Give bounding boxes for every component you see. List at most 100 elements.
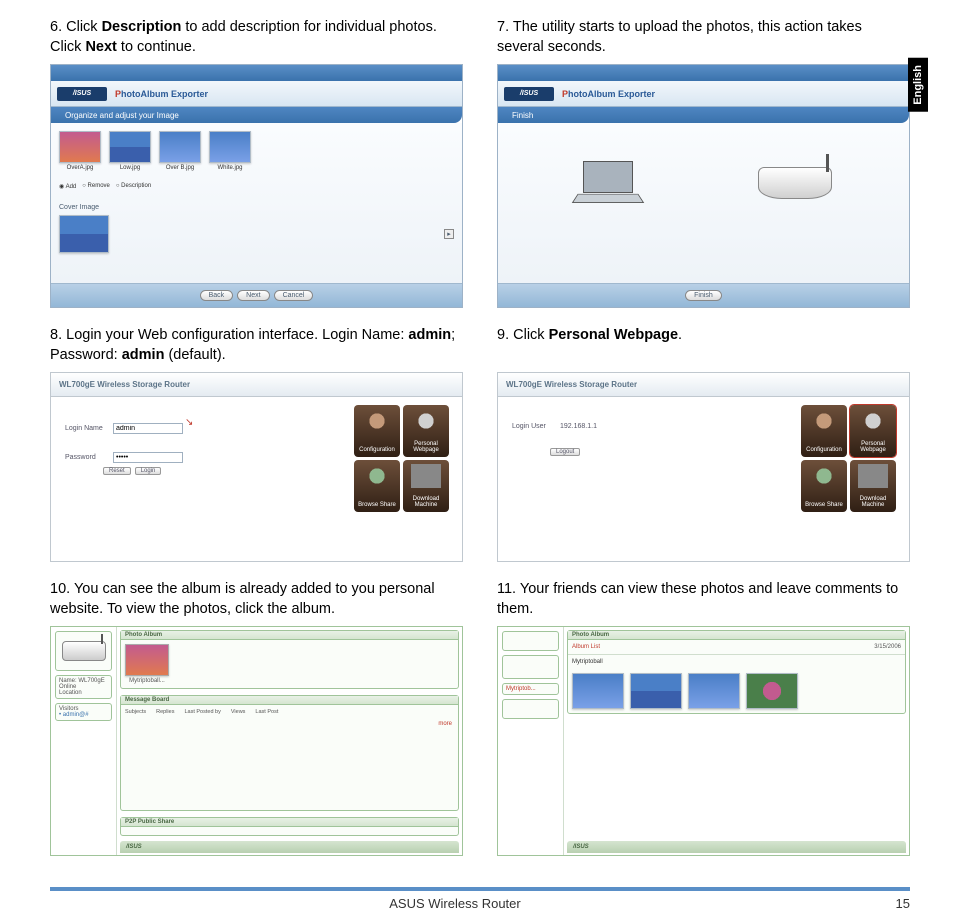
step-9-screenshot: WL700gE Wireless Storage Router Login Us… xyxy=(497,372,910,562)
login-info: Login User 192.168.1.1 Logout xyxy=(506,405,795,553)
login-form: Login Name ↘ Password Reset Login xyxy=(59,405,348,553)
share-panel: P2P Public Share xyxy=(120,817,459,836)
photo-thumb[interactable] xyxy=(746,673,798,709)
row-steps-10-11: 10. You can see the album is already add… xyxy=(50,580,910,856)
laptop-icon xyxy=(575,161,639,205)
download-icon xyxy=(858,464,888,488)
side-link[interactable]: Mytriptob... xyxy=(502,683,559,695)
ip-field: Login User 192.168.1.1 xyxy=(512,423,795,430)
side-visitors: Visitors • admin@# xyxy=(55,703,112,721)
step-11: 11. Your friends can view these photos a… xyxy=(497,580,910,856)
window-titlebar xyxy=(51,65,462,81)
side-box xyxy=(502,699,559,719)
person-icon xyxy=(858,409,888,433)
app-title: PhotoAlbum Exporter xyxy=(115,89,208,99)
album-list-bar: Album List 3/15/2006 xyxy=(568,640,905,655)
tile-browse[interactable]: Browse Share xyxy=(801,460,847,512)
nav-tiles: Configuration Personal Webpage Browse Sh… xyxy=(354,405,454,553)
pointer-icon: ↘ xyxy=(185,417,193,428)
step-10-text: 10. You can see the album is already add… xyxy=(50,580,463,620)
sidebar: Mytriptob... xyxy=(498,627,564,855)
step-6-text: 6. Click Description to add description … xyxy=(50,18,463,58)
finish-button[interactable]: Finish xyxy=(685,290,722,301)
radio-option[interactable]: ○ Remove xyxy=(82,183,110,190)
sidebar: Name: WL700gE Online Location Visitors •… xyxy=(51,627,117,855)
login-body: Login User 192.168.1.1 Logout Configurat… xyxy=(498,397,909,561)
asus-footer: /ISUS xyxy=(120,841,459,853)
tile-personal[interactable]: Personal Webpage xyxy=(403,405,449,457)
photo-thumb[interactable] xyxy=(159,131,201,163)
back-button[interactable]: Back xyxy=(200,290,234,301)
photo-thumb[interactable] xyxy=(572,673,624,709)
tile-download[interactable]: Download Machine xyxy=(403,460,449,512)
cover-label: Cover Image xyxy=(59,204,454,211)
password-input[interactable] xyxy=(113,452,183,463)
tile-config[interactable]: Configuration xyxy=(801,405,847,457)
login-button[interactable]: Login xyxy=(135,467,162,475)
subheader: Finish xyxy=(498,107,909,123)
globe-icon xyxy=(809,464,839,488)
subheader: Organize and adjust your Image xyxy=(51,107,462,123)
more-link[interactable]: more xyxy=(121,719,458,729)
page-content: 6. Click Description to add description … xyxy=(0,0,960,856)
cancel-button[interactable]: Cancel xyxy=(274,290,314,301)
photo-thumb[interactable] xyxy=(688,673,740,709)
download-icon xyxy=(411,464,441,488)
step-11-text: 11. Your friends can view these photos a… xyxy=(497,580,910,620)
radio-option[interactable]: ○ Description xyxy=(116,183,151,190)
photo-thumb[interactable] xyxy=(630,673,682,709)
login-header: WL700gE Wireless Storage Router xyxy=(51,373,462,397)
next-button[interactable]: Next xyxy=(237,290,269,301)
side-box xyxy=(502,631,559,651)
router-image-box xyxy=(55,631,112,671)
login-name-input[interactable] xyxy=(113,423,183,434)
login-name-field: Login Name ↘ xyxy=(65,423,348,434)
button-row: Finish xyxy=(498,283,909,307)
login-buttons: Reset Login xyxy=(103,467,348,475)
tile-download[interactable]: Download Machine xyxy=(850,460,896,512)
gear-icon xyxy=(809,409,839,433)
photo-album-panel: Photo Album Album List 3/15/2006 Mytript… xyxy=(567,630,906,714)
login-header: WL700gE Wireless Storage Router xyxy=(498,373,909,397)
step-7: 7. The utility starts to upload the phot… xyxy=(497,18,910,308)
footer-rule xyxy=(50,887,910,891)
button-row: Back Next Cancel xyxy=(51,283,462,307)
step-8: 8. Login your Web configuration interfac… xyxy=(50,326,463,562)
cover-thumb[interactable] xyxy=(59,215,109,253)
tile-personal[interactable]: Personal Webpage xyxy=(850,405,896,457)
step-8-text: 8. Login your Web configuration interfac… xyxy=(50,326,463,366)
photo-thumb[interactable] xyxy=(209,131,251,163)
side-box xyxy=(502,655,559,679)
app-body: OverA.jpg Low.jpg Over B.jpg White.jpg ◉… xyxy=(51,123,462,283)
photo-thumb[interactable] xyxy=(59,131,101,163)
asus-footer: /ISUS xyxy=(567,841,906,853)
asus-logo: /ISUS xyxy=(57,87,107,101)
album-thumb[interactable]: Mytriptoball... xyxy=(125,644,169,684)
person-icon xyxy=(411,409,441,433)
album-cover xyxy=(125,644,169,676)
row-steps-8-9: 8. Login your Web configuration interfac… xyxy=(50,326,910,562)
logout-btn-row: Logout xyxy=(550,448,795,456)
album-name: Mytriptoball xyxy=(568,655,905,669)
tile-config[interactable]: Configuration xyxy=(354,405,400,457)
asus-logo: /ISUS xyxy=(504,87,554,101)
thumbnail-row: OverA.jpg Low.jpg Over B.jpg White.jpg xyxy=(59,131,454,171)
mini-router-icon xyxy=(62,641,106,661)
tile-browse[interactable]: Browse Share xyxy=(354,460,400,512)
logout-button[interactable]: Logout xyxy=(550,448,580,456)
step-10: 10. You can see the album is already add… xyxy=(50,580,463,856)
window-titlebar xyxy=(498,65,909,81)
step-11-screenshot: Mytriptob... Photo Album Album List 3/15… xyxy=(497,626,910,856)
footer-page-number: 15 xyxy=(896,896,910,911)
login-body: Login Name ↘ Password Reset Login xyxy=(51,397,462,561)
main-content: Photo Album Album List 3/15/2006 Mytript… xyxy=(564,627,909,855)
step-10-screenshot: Name: WL700gE Online Location Visitors •… xyxy=(50,626,463,856)
app-body xyxy=(498,123,909,283)
reset-button[interactable]: Reset xyxy=(103,467,131,475)
globe-icon xyxy=(362,464,392,488)
expand-button[interactable]: ▸ xyxy=(444,229,454,239)
app-header: /ISUS PhotoAlbum Exporter xyxy=(51,81,462,107)
radio-option[interactable]: ◉ Add xyxy=(59,183,76,190)
photo-thumb[interactable] xyxy=(109,131,151,163)
side-info: Name: WL700gE Online Location xyxy=(55,675,112,699)
